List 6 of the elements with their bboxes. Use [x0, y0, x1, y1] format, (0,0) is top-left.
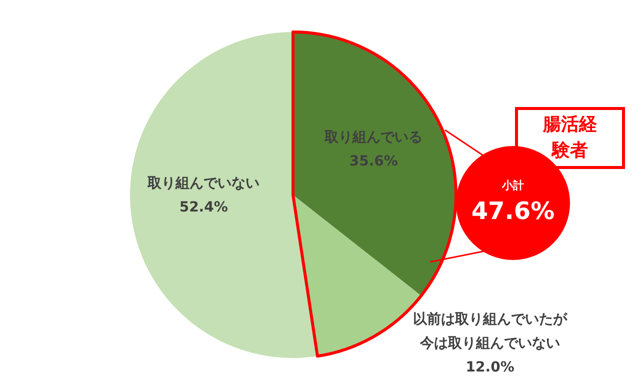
slice-label: 取り組んでいない: [146, 175, 260, 192]
data-label: 12.0%: [466, 359, 514, 376]
data-label: 52.4%: [179, 199, 228, 216]
data-label: 35.6%: [349, 153, 398, 170]
slice-label: 以前は取り組んでいたが今は取り組んでいない: [413, 311, 568, 352]
slice-label: 取り組んでいる: [324, 129, 423, 146]
